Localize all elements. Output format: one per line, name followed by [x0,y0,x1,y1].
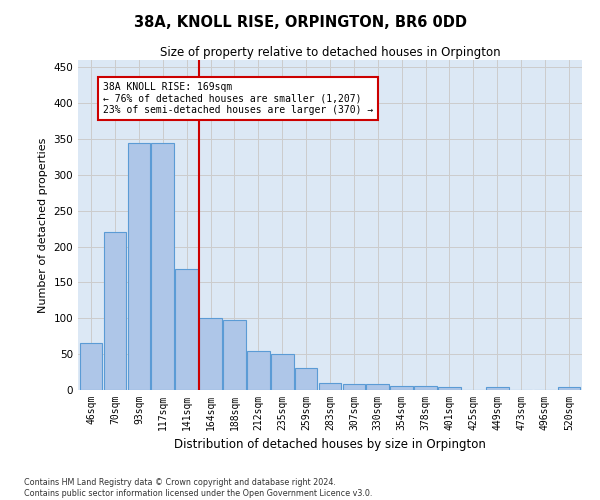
Bar [438,387,461,390]
Bar [104,232,127,390]
Bar [247,350,269,390]
Bar [486,387,509,390]
Bar [295,368,317,390]
Bar [128,142,150,390]
Bar [557,387,580,390]
Title: Size of property relative to detached houses in Orpington: Size of property relative to detached ho… [160,46,500,59]
Bar [391,386,413,390]
Bar [175,270,198,390]
Text: Contains HM Land Registry data © Crown copyright and database right 2024.
Contai: Contains HM Land Registry data © Crown c… [24,478,373,498]
X-axis label: Distribution of detached houses by size in Orpington: Distribution of detached houses by size … [174,438,486,452]
Bar [199,318,222,390]
Text: 38A, KNOLL RISE, ORPINGTON, BR6 0DD: 38A, KNOLL RISE, ORPINGTON, BR6 0DD [133,15,467,30]
Text: 38A KNOLL RISE: 169sqm
← 76% of detached houses are smaller (1,207)
23% of semi-: 38A KNOLL RISE: 169sqm ← 76% of detached… [103,82,373,114]
Y-axis label: Number of detached properties: Number of detached properties [38,138,48,312]
Bar [223,320,246,390]
Bar [80,344,103,390]
Bar [151,142,174,390]
Bar [414,386,437,390]
Bar [271,354,293,390]
Bar [319,383,341,390]
Bar [367,384,389,390]
Bar [343,384,365,390]
